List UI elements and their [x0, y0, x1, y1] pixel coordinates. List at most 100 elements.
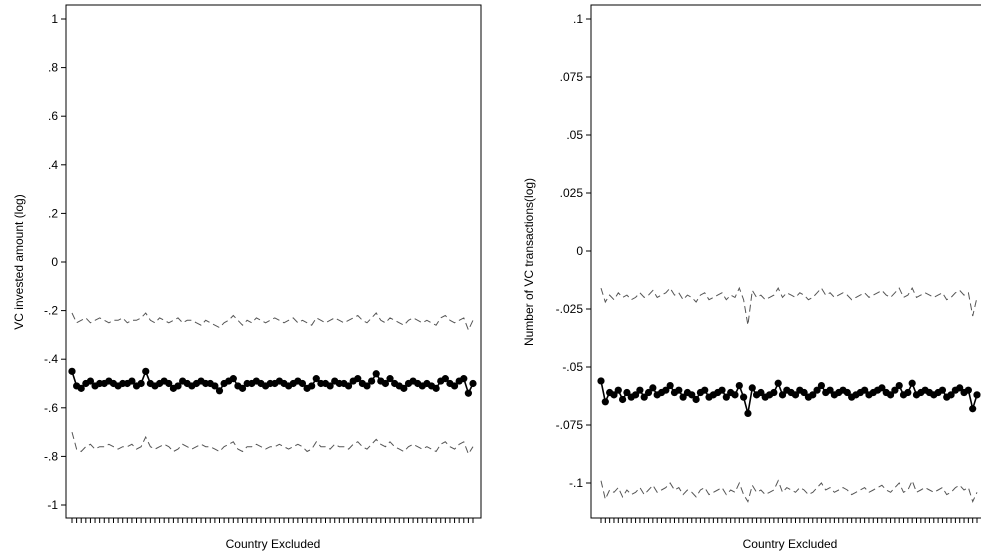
estimate-point [460, 375, 468, 383]
chart-panel-vc-transactions: Country Excluded Number of VC transactio… [522, 4, 981, 551]
estimate-point [675, 386, 683, 394]
estimate-point [778, 391, 787, 399]
x-axis-title: Country Excluded [226, 537, 321, 551]
estimate-point [718, 386, 726, 394]
ci-upper-line [71, 312, 474, 332]
estimate-point [861, 386, 869, 394]
plot-frame [65, 4, 482, 519]
estimate-point [826, 386, 834, 394]
ci-lower-line [71, 431, 474, 456]
estimate-point [813, 386, 821, 394]
estimate-point [308, 382, 316, 390]
estimate-point [597, 377, 605, 385]
estimate-point [908, 379, 916, 387]
estimate-point [238, 384, 247, 392]
estimate-point [679, 393, 687, 401]
series-layer [597, 286, 981, 503]
estimate-point [692, 395, 700, 404]
estimate-point [215, 387, 224, 395]
y-tick-label: .05 [566, 128, 583, 142]
estimate-point [367, 377, 376, 385]
estimate-point [128, 377, 136, 385]
estimate-point [610, 391, 618, 399]
y-tick-label: -.6 [44, 401, 58, 415]
ci-lower-line [600, 479, 978, 503]
estimate-point [229, 375, 237, 383]
estimate-point [400, 384, 408, 392]
estimate-point [744, 409, 752, 417]
estimate-point [344, 382, 353, 390]
estimate-point [701, 386, 709, 394]
estimate-point [68, 367, 76, 375]
y-tick-label: .1 [573, 12, 583, 26]
estimate-point [878, 384, 886, 392]
estimate-point [137, 379, 145, 388]
y-tick-label: 1 [51, 12, 58, 26]
y-tick-label: .2 [48, 206, 58, 220]
estimate-point [774, 379, 782, 387]
estimate-point [666, 381, 674, 390]
estimate-point [947, 391, 955, 399]
estimate-point [817, 381, 826, 390]
ci-upper-line [600, 286, 978, 326]
estimate-point [601, 398, 609, 406]
plot-frame [590, 4, 981, 519]
series-layer [68, 312, 477, 456]
estimate-point [469, 379, 477, 388]
estimate-point [619, 395, 627, 404]
estimate-point [354, 375, 362, 383]
y-tick-label: 0 [51, 255, 58, 269]
estimate-point [688, 391, 696, 399]
estimate-point [969, 405, 977, 413]
estimate-point [843, 388, 851, 397]
y-tick-label: .4 [48, 158, 58, 172]
estimate-point [432, 384, 440, 392]
chart-panel-vc-invested-amount: Country Excluded VC invested amount (log… [12, 4, 482, 551]
y-axis-ticks: -.1 -.075 -.05 -.025 0 .025 .05 .075 .1 [556, 12, 591, 490]
estimate-point [722, 393, 730, 401]
estimate-point [740, 393, 748, 401]
estimate-point [165, 379, 173, 388]
estimate-point [891, 386, 899, 394]
y-axis-title: Number of VC transactions(log) [522, 178, 536, 346]
estimate-point [174, 382, 182, 390]
estimate-point [211, 382, 219, 390]
y-tick-label: .025 [560, 186, 584, 200]
estimate-point [623, 388, 631, 397]
estimate-point [312, 375, 320, 383]
estimate-point [381, 379, 390, 388]
estimate-point [649, 384, 657, 392]
estimate-point [86, 377, 95, 385]
estimate-point [770, 388, 778, 397]
estimate-point [662, 386, 670, 394]
estimate-point [372, 370, 380, 378]
x-axis-ticks [71, 518, 474, 523]
x-axis-title: Country Excluded [743, 537, 838, 551]
estimate-point [77, 384, 85, 392]
y-tick-label: -.1 [569, 476, 583, 490]
estimate-point [731, 391, 739, 399]
estimate-point [298, 379, 307, 388]
y-tick-label: 0 [576, 244, 583, 258]
estimate-point [640, 393, 648, 401]
y-axis-title: VC invested amount (log) [12, 194, 26, 329]
estimate-point [904, 388, 912, 397]
y-tick-label: -.8 [44, 449, 58, 463]
estimate-point [735, 381, 743, 390]
estimate-point [809, 391, 817, 399]
estimate-point [800, 388, 808, 397]
estimate-point [938, 386, 947, 394]
x-axis-ticks [600, 518, 978, 523]
y-tick-label: .6 [48, 109, 58, 123]
y-tick-label: -.05 [562, 360, 583, 374]
estimate-point [757, 388, 765, 397]
estimate-point [956, 384, 964, 392]
estimate-point [895, 381, 903, 390]
estimate-point [748, 384, 756, 392]
estimate-point [791, 391, 800, 399]
y-axis-ticks: -1 -.8 -.6 -.4 -.2 0 .2 .4 .6 .8 1 [44, 12, 66, 512]
estimate-point [964, 386, 972, 394]
y-tick-label: -.025 [556, 302, 584, 316]
estimate-point [636, 386, 644, 394]
estimate-point [631, 391, 640, 399]
